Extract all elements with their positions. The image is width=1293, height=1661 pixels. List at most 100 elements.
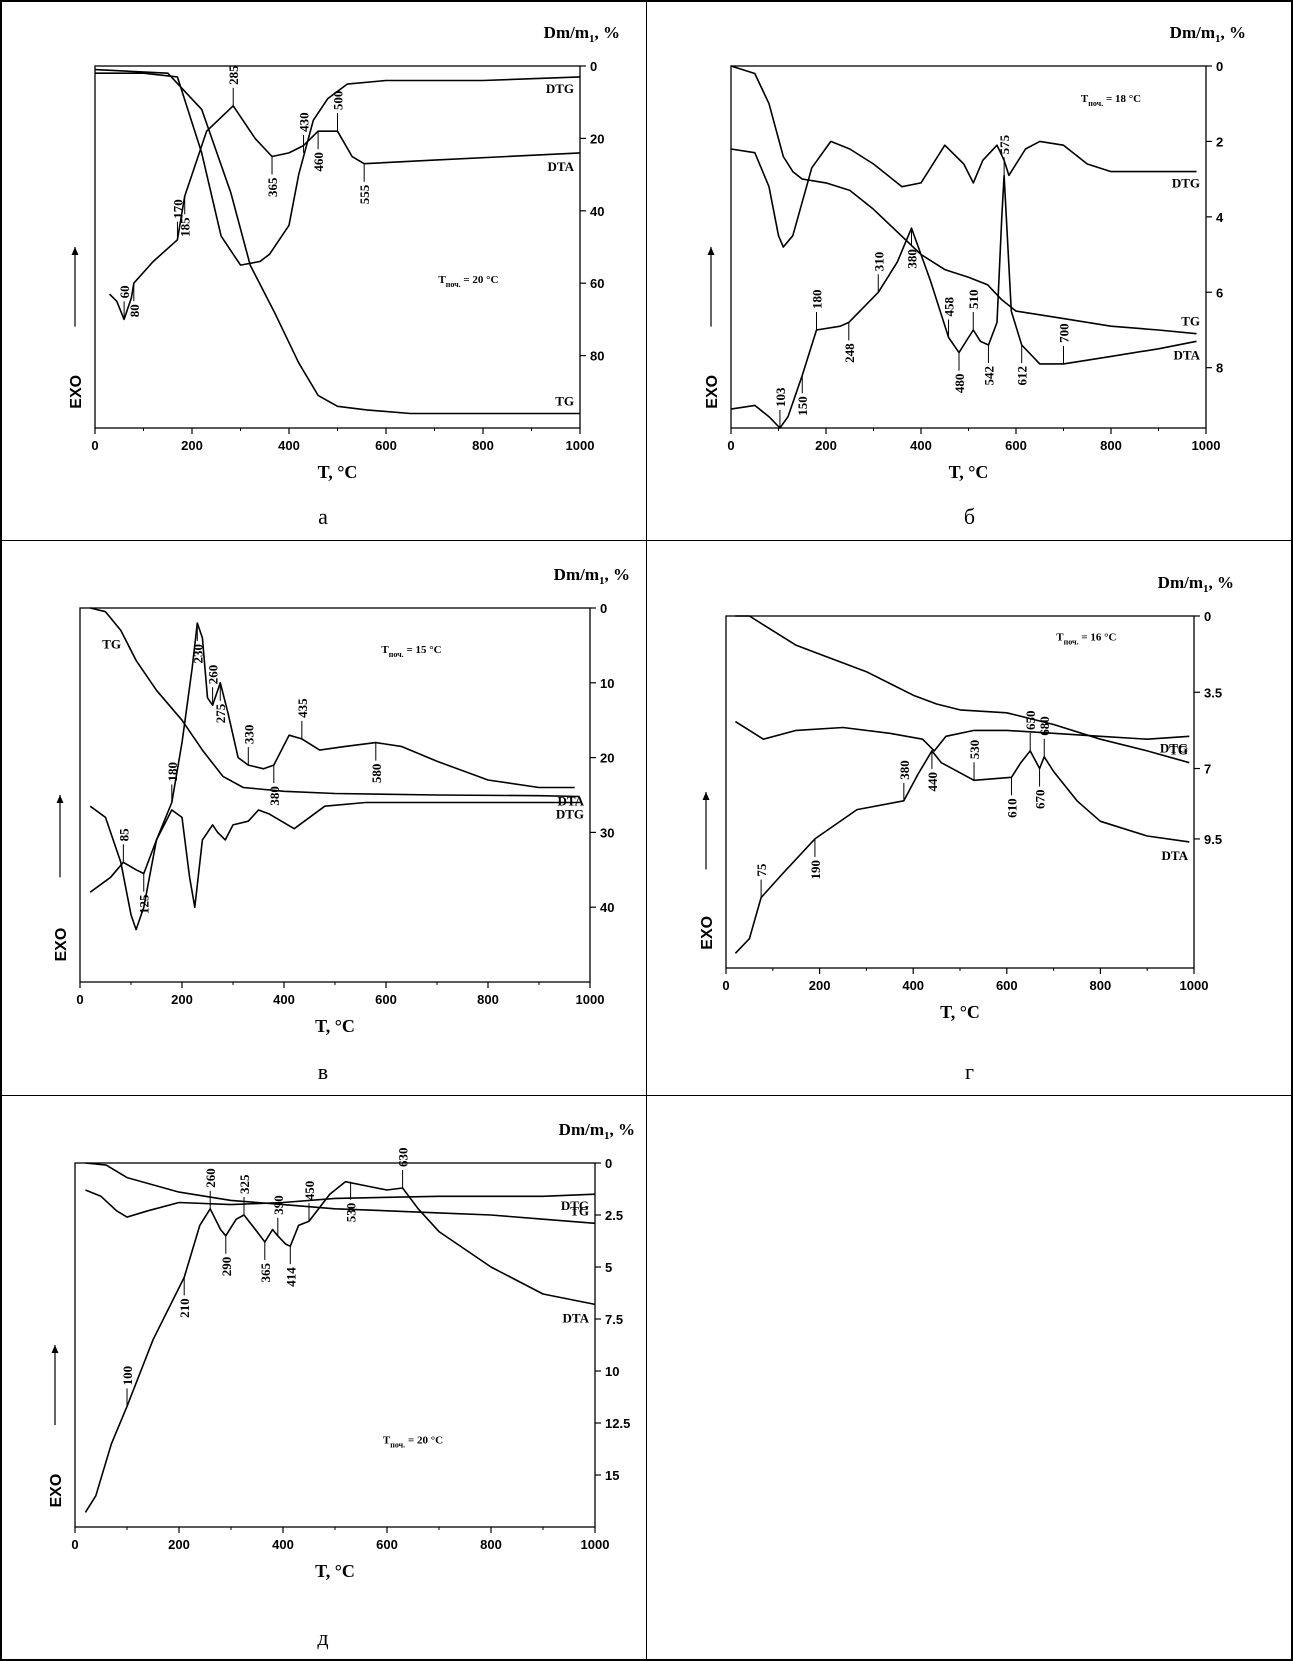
peak-label: 248 bbox=[842, 343, 857, 363]
peak-label: 185 bbox=[178, 217, 193, 237]
panel-letter: д bbox=[317, 1625, 329, 1650]
exo-label: EXO bbox=[68, 375, 85, 409]
exo-arrow-head bbox=[71, 247, 79, 255]
peak-label: 365 bbox=[265, 177, 280, 197]
peak-label: 510 bbox=[966, 289, 981, 309]
series-label-dtg: DTG bbox=[1172, 176, 1200, 191]
y-tick-label: 0 bbox=[600, 601, 607, 616]
figure-cell-3 bbox=[0, 540, 646, 1095]
peak-label: 180 bbox=[810, 289, 825, 309]
peak-label: 230 bbox=[190, 644, 205, 664]
x-tick-label: 1000 bbox=[1192, 438, 1221, 453]
series-label-dta: DTA bbox=[558, 794, 585, 809]
x-tick-label: 1000 bbox=[1180, 978, 1209, 993]
peak-label: 380 bbox=[267, 786, 282, 806]
peak-label: 555 bbox=[357, 184, 372, 204]
x-tick-label: 200 bbox=[809, 978, 831, 993]
x-tick-label: 400 bbox=[278, 438, 300, 453]
chart-panel-а: 0 200 400 600 800 1000 0 20 40 60 80 T, °C Dm/m1, % E… bbox=[0, 0, 646, 540]
y-tick-label: 0 bbox=[1216, 59, 1223, 74]
chart-svg: 0 200 400 600 800 1000 0 20 40 60 80 T, °C Dm/m1, % E… bbox=[68, 23, 620, 482]
y-tick-label: 10 bbox=[600, 676, 614, 691]
series-dta-line bbox=[108, 105, 581, 321]
y-tick-label: 60 bbox=[590, 276, 604, 291]
peak-label: 210 bbox=[177, 1298, 192, 1318]
series-label-dta: DTA bbox=[1162, 848, 1189, 863]
x-tick-label: 400 bbox=[272, 1537, 294, 1552]
series-label-tg: TG bbox=[1169, 743, 1188, 758]
peak-label: 480 bbox=[952, 374, 967, 394]
x-tick-label: 800 bbox=[1100, 438, 1122, 453]
series-dtg-line bbox=[95, 72, 581, 266]
peak-label: 380 bbox=[905, 249, 920, 268]
peak-label: 460 bbox=[311, 152, 326, 172]
x-tick-label: 800 bbox=[472, 438, 494, 453]
peak-label: 435 bbox=[295, 698, 310, 718]
x-tick-label: 800 bbox=[477, 992, 499, 1007]
y-tick-label: 0 bbox=[605, 1156, 612, 1171]
exo-arrow-head bbox=[56, 795, 64, 803]
series-label-dtg: DTG bbox=[546, 81, 574, 96]
series-tg-line bbox=[730, 65, 1197, 335]
x-tick-label: 400 bbox=[273, 992, 295, 1007]
y-axis-label-right: Dm/m1, % bbox=[554, 565, 630, 587]
peak-label: 285 bbox=[226, 65, 241, 85]
peak-label: 458 bbox=[942, 297, 957, 317]
y-tick-label: 7 bbox=[1204, 762, 1211, 777]
plot-frame bbox=[725, 615, 1195, 969]
x-tick-label: 600 bbox=[375, 992, 397, 1007]
peak-label: 610 bbox=[1004, 798, 1019, 818]
x-tick-label: 200 bbox=[171, 992, 193, 1007]
x-tick-label: 1000 bbox=[576, 992, 605, 1007]
y-tick-label: 5 bbox=[605, 1260, 612, 1275]
x-tick-label: 200 bbox=[815, 438, 837, 453]
series-label-tg: TG bbox=[570, 1203, 589, 1218]
series-label-dtg: DTG bbox=[1160, 740, 1188, 755]
chart-panel-г: 0 200 400 600 800 1000 0 3.5 7 9.5 T, °C Dm/m1, % EX… bbox=[646, 540, 1293, 1095]
panel-letter: в bbox=[317, 1059, 329, 1084]
x-tick-label: 600 bbox=[996, 978, 1018, 993]
y-tick-label: 80 bbox=[590, 349, 604, 364]
peak-label: 100 bbox=[120, 1366, 135, 1386]
peak-label: 500 bbox=[331, 91, 346, 111]
series-label-dtg: DTG bbox=[556, 806, 584, 821]
peak-label: 60 bbox=[117, 285, 132, 298]
chart-panel-б: 0 200 400 600 800 1000 0 2 4 6 8 T, °C Dm/m1, % EXO DT… bbox=[646, 0, 1293, 540]
y-tick-label: 0 bbox=[1204, 609, 1211, 624]
series-label-dta: DTA bbox=[1174, 347, 1201, 362]
x-tick-label: 200 bbox=[181, 438, 203, 453]
series-tg-line bbox=[94, 68, 580, 415]
temperature-note: Tпоч. = 20 °C bbox=[383, 1434, 443, 1449]
peak-label: 530 bbox=[967, 740, 982, 760]
series-tg-line bbox=[90, 607, 580, 798]
series-label-tg: TG bbox=[555, 394, 574, 409]
panel-letter: г bbox=[964, 1059, 975, 1084]
peak-label: 530 bbox=[344, 1203, 359, 1223]
exo-arrow-head bbox=[707, 247, 715, 255]
temperature-note: Tпоч. = 20 °C bbox=[438, 274, 498, 289]
peak-label: 180 bbox=[165, 762, 180, 782]
peak-label: 190 bbox=[808, 860, 823, 880]
peak-label: 103 bbox=[773, 387, 788, 407]
x-tick-label: 0 bbox=[76, 992, 83, 1007]
panel-letter: б bbox=[963, 504, 976, 529]
peak-label: 440 bbox=[925, 772, 940, 792]
y-tick-label: 12.5 bbox=[605, 1416, 630, 1431]
peak-label: 80 bbox=[127, 304, 142, 317]
x-axis-label: T, °C bbox=[315, 1561, 355, 1581]
x-axis-label: T, °C bbox=[949, 462, 989, 482]
y-tick-label: 0 bbox=[590, 59, 597, 74]
temperature-note: Tпоч. = 16 °C bbox=[1056, 632, 1116, 647]
figure-cell-2 bbox=[646, 0, 1293, 540]
x-tick-label: 800 bbox=[1090, 978, 1112, 993]
peak-label: 275 bbox=[213, 703, 228, 723]
x-axis-label: T, °C bbox=[315, 1016, 355, 1036]
chart-svg: 0 200 400 600 800 1000 0 2 4 6 8 T, °C Dm/m1, % EXO DT… bbox=[704, 23, 1246, 482]
series-label-dta: DTA bbox=[548, 159, 575, 174]
peak-label: 125 bbox=[137, 894, 152, 914]
peak-label: 310 bbox=[871, 252, 886, 272]
exo-label: EXO bbox=[48, 1474, 65, 1508]
series-label-dtg: DTG bbox=[561, 1198, 589, 1213]
peak-label: 260 bbox=[203, 1168, 218, 1188]
series-dtg-line bbox=[85, 1189, 596, 1218]
